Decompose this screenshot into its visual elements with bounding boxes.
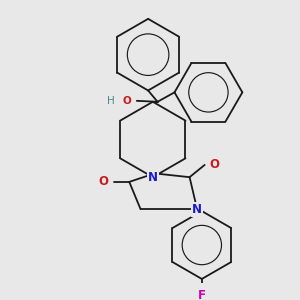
Text: N: N: [148, 171, 158, 184]
Text: N: N: [192, 203, 202, 216]
Text: O: O: [209, 158, 219, 171]
Text: O: O: [122, 96, 131, 106]
Text: O: O: [98, 176, 108, 188]
Text: H: H: [107, 96, 115, 106]
Text: F: F: [198, 290, 206, 300]
